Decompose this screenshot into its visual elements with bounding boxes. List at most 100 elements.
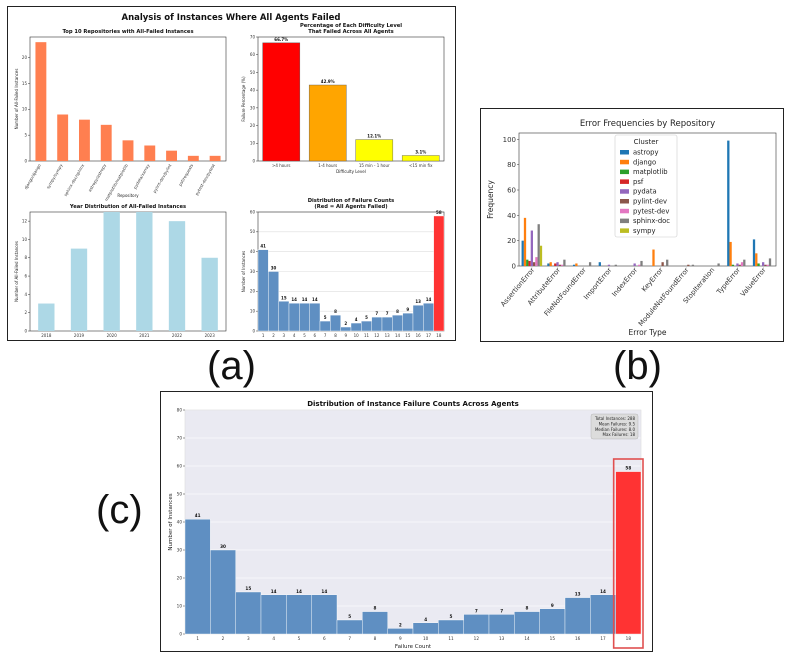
dist_large-bar-9 [387,628,414,635]
dist_small-ytick-label: 40 [250,249,256,254]
dist_small-data-label: 15 [281,295,287,300]
dist_large-data-label: 9 [551,603,554,608]
dist_large-xtick-label: 13 [499,636,505,641]
errors-bar-astropy [547,263,550,266]
failure-distribution-small-chart: 0 10 20 30 40 50 60 41 1 30 2 15 3 14 4 14 5 14 6 5 7 8 8 2 9 4 10… [241,198,445,338]
dist_small-title: Distribution of Failure Counts [308,198,395,204]
dist_large-ytick-label: 20 [177,575,183,580]
errors-bar-pylint-dev [661,262,664,266]
dist_large-bar-13 [488,614,515,635]
dist_large-bar-12 [463,614,490,635]
errors-ytick-label: 100 [503,136,516,144]
top10-bar-django-django [35,42,47,161]
dist_large-ytick-label: 60 [177,463,183,468]
dist_large-bar-16 [564,597,591,635]
dist_large-xtick-label: 2 [222,636,225,641]
errors-bar-pylint-dev [558,264,561,266]
dist_large-data-label: 14 [600,589,606,594]
errors-bar-matplotlib [526,259,529,266]
errors-bar-sphinx-doc [640,260,643,266]
errors-legend-label-astropy: astropy [633,149,659,157]
year-bar-2018 [38,303,55,331]
figure-a-svg: Analysis of Instances Where All Agents F… [14,13,445,338]
errors-bar-sphinx-doc [717,263,720,266]
errors-bar-sphinx-doc [537,224,540,266]
errors-bar-django [652,249,655,266]
dist_small-data-label: 2 [344,321,347,326]
dist_large-title: Distribution of Instance Failure Counts … [307,400,519,408]
top10-bar-sympy-sympy [57,114,69,161]
dist_large-ytick-label: 80 [177,407,183,412]
figure-c-label: (c) [96,488,143,532]
dist_small-xtick-label: 18 [436,333,442,338]
dist_small-bar-14 [392,314,403,332]
dist_small-bar-7 [319,320,331,332]
dist_large-data-label: 41 [195,513,201,518]
errors-legend-box [614,134,678,238]
errors-bar-psf [554,263,557,266]
figure-b-label: (b) [613,344,662,388]
dist_small-data-label: 7 [386,311,389,316]
dist_large-xtick-label: 5 [298,636,301,641]
difficulty-ytick-label: 10 [250,141,256,146]
stats-annotation-line: Median Failures: 8.0 [595,427,636,432]
dist_large-bar-6 [311,594,338,635]
top10-bar-pylint-dev-pylint [166,150,177,161]
errors-bar-sphinx-doc [563,259,566,266]
errors-bar-psf [528,260,531,266]
difficulty-ytick-label: 20 [250,123,256,128]
dist_small-ytick-label: 50 [250,229,256,234]
dist_large-bar-8 [362,611,388,635]
difficulty-xlabel: Difficulty Level [336,169,366,174]
dist_small-bar-11 [361,320,372,332]
errors-ytick-label: 20 [507,237,516,245]
dist_large-bar-2 [210,549,236,635]
dist_small-xtick-label: 17 [426,333,432,338]
dist_small-xtick-label: 3 [283,333,286,338]
errors-legend-label-matplotlib: matplotlib [633,168,668,176]
dist_small-data-label: 41 [260,244,266,249]
difficulty-xtick-label: 1-4 hours [318,163,337,168]
errors-bar-astropy [752,239,756,266]
dist_large-data-label: 5 [450,614,453,619]
top10-xtick-label: pydata/xarray [132,162,151,189]
top10-bar-pydata-xarray [144,145,156,161]
errors-legend-label-pydata: pydata [633,188,657,196]
errors-legend-label-django: django [633,158,656,166]
dist_large-xtick-label: 6 [323,636,326,641]
dist_small-data-label: 58 [436,210,442,215]
dist_small-ytick-label: 60 [250,209,256,214]
difficulty-xtick-label: >4 hours [272,163,290,168]
figure-c-panel: 0 10 20 30 40 50 60 70 80 41 1 30 2 15 3 14 4 14 5 14 6 5 7 8 8 2… [160,391,653,652]
dist_large-xtick-label: 3 [247,636,250,641]
year-bar-2020 [103,212,120,331]
errors-ytick-label: 40 [507,212,516,220]
dist_small-data-label: 5 [324,315,327,320]
errors-legend-swatch-django [620,159,629,165]
stats-annotation-line: Mean Failures: 9.5 [599,421,636,426]
year-bar-2022 [168,221,186,331]
dist_large-bar-11 [438,619,464,635]
errors-xtick-label: KeyError [640,266,665,293]
top10-ytick-label: 10 [22,107,28,112]
dist_small-xtick-label: 14 [395,333,401,338]
dist_large-bar-15 [539,608,566,635]
errors-legend-swatch-astropy [620,150,629,155]
dist_small-title: (Red = All Agents Failed) [314,204,387,210]
errors-bar-pytest-dev [740,262,744,266]
difficulty-xtick-label: 15 min - 1 hour [359,163,390,168]
top10-ytick-label: 20 [22,55,28,60]
difficulty-chart: 0 10 20 30 40 50 60 70 66.7% >4 hours 42.9% 1-4 hou… [241,23,445,174]
dist_small-xtick-label: 16 [416,333,422,338]
dist_small-data-label: 5 [365,315,368,320]
difficulty-ytick-label: 70 [250,34,256,39]
errors-bar-sphinx-doc [691,264,695,266]
errors-bar-sphinx-doc [614,264,617,266]
errors-legend-swatch-pytest-dev [620,208,629,214]
dist_large-xtick-label: 18 [626,636,632,641]
dist_large-data-label: 14 [271,589,277,594]
failure-distribution-large-chart: 0102030405060708041130215314414514657882… [168,400,644,650]
dist_small-bar-18 [433,215,445,332]
errors-legend-swatch-sphinx-doc [620,218,629,224]
dist_large-ytick-label: 0 [179,631,182,636]
